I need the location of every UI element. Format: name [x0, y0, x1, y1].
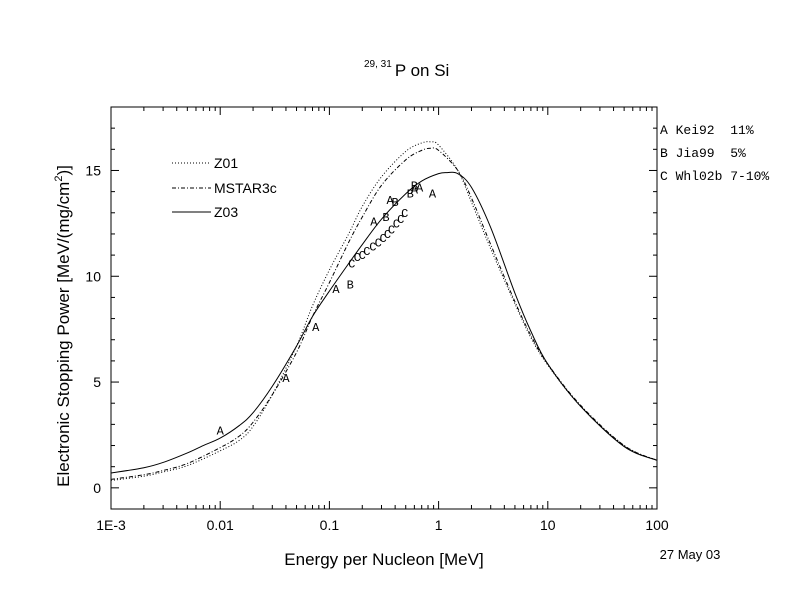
data-marker-a: A	[370, 215, 378, 229]
series-line-z01	[110, 141, 658, 481]
chart-title: 29, 31 P on Si	[364, 59, 449, 80]
data-marker-c: C	[348, 258, 355, 272]
x-axis-label: Energy per Nucleon [MeV]	[284, 550, 483, 569]
data-marker-a: A	[332, 283, 340, 297]
reference-annotations: A Kei92 11% B Jia99 5% C Whl02b 7-10%	[660, 123, 769, 184]
y-tick-label: 5	[93, 374, 101, 390]
annotation-a: A Kei92 11%	[660, 123, 754, 138]
annotation-b: B Jia99 5%	[660, 146, 746, 161]
data-marker-a: A	[312, 321, 320, 335]
series-line-mstar3c	[110, 147, 658, 480]
data-marker-c: C	[393, 217, 400, 231]
x-tick-label: 1	[435, 517, 443, 533]
data-marker-c: C	[397, 213, 404, 227]
series-lines	[110, 141, 658, 481]
series-line-z03	[110, 171, 658, 474]
chart-title-text: P on Si	[395, 61, 450, 80]
y-axis-label-main: Electronic Stopping Power [MeV/(mg/cm	[54, 182, 73, 487]
data-marker-b: B	[411, 179, 418, 193]
x-tick-label: 10	[540, 517, 556, 533]
y-tick-label: 10	[85, 268, 101, 284]
data-marker-b: B	[392, 196, 399, 210]
y-axis-label: Electronic Stopping Power [MeV/(mg/cm2)]	[53, 165, 73, 487]
chart-title-superscript: 29, 31	[364, 59, 392, 70]
y-axis-label-sup: 2	[53, 176, 65, 182]
data-marker-c: C	[354, 251, 361, 265]
legend: Z01 MSTAR3c Z03	[172, 155, 277, 220]
legend-label-z03: Z03	[214, 204, 238, 220]
data-marker-b: B	[407, 188, 414, 202]
data-marker-c: C	[375, 236, 382, 250]
data-marker-c: C	[369, 241, 376, 255]
y-axis-label-end: )]	[54, 165, 73, 175]
data-marker-a: A	[217, 425, 225, 439]
y-tick-labels: 0 5 10 15	[85, 162, 101, 495]
data-marker-c: C	[384, 228, 391, 242]
annotation-c: C Whl02b 7-10%	[660, 169, 769, 184]
x-tick-labels: 1E-3 0.01 0.1 1 10 100	[96, 517, 669, 533]
data-marker-a: A	[429, 188, 437, 202]
data-marker-c: C	[359, 249, 366, 263]
x-tick-label: 0.1	[320, 517, 340, 533]
legend-label-mstar3c: MSTAR3c	[214, 180, 277, 196]
data-marker-a: A	[416, 181, 424, 195]
data-marker-a: A	[387, 194, 395, 208]
data-marker-c: C	[379, 232, 386, 246]
legend-label-z01: Z01	[214, 155, 238, 171]
y-tick-label: 0	[93, 480, 101, 496]
data-marker-c: C	[388, 224, 395, 238]
data-marker-b: B	[347, 279, 354, 293]
y-tick-label: 15	[85, 162, 101, 178]
date-stamp: 27 May 03	[660, 547, 721, 562]
data-marker-c: C	[363, 245, 370, 259]
plot-frame	[110, 106, 658, 510]
axis-ticks	[110, 106, 658, 510]
x-tick-label: 100	[645, 517, 669, 533]
data-marker-a: A	[411, 184, 419, 198]
data-marker-b: B	[382, 211, 389, 225]
x-tick-label: 1E-3	[96, 517, 126, 533]
data-marker-a: A	[282, 372, 290, 386]
data-marker-c: C	[401, 207, 408, 221]
x-tick-label: 0.01	[207, 517, 234, 533]
